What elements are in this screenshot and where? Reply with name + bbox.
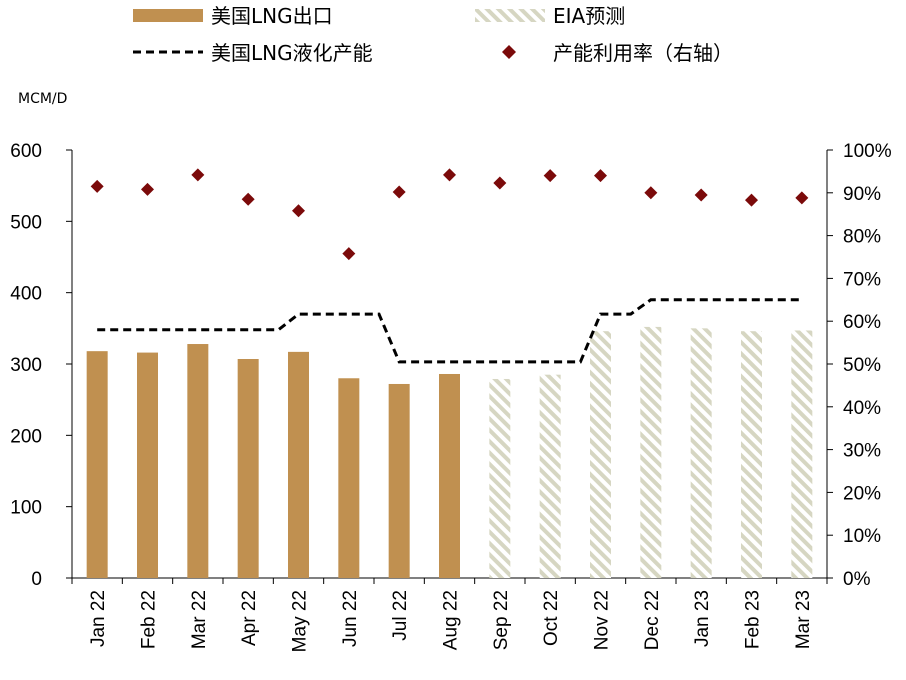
left-axis-tick-label: 300: [10, 355, 42, 376]
right-axis-tick-label: 20%: [843, 483, 881, 504]
legend: 美国LNG出口 EIA预测 美国LNG液化产能 产能利用率（右轴）: [133, 4, 733, 65]
export-bar: [388, 383, 410, 578]
legend-swatch-eia-forecast: [475, 9, 545, 22]
left-axis-tick-label: 600: [10, 141, 42, 162]
left-axis-tick-label: 0: [31, 569, 42, 590]
category-label: Jul 22: [390, 590, 411, 641]
export-bar: [439, 373, 460, 578]
axes: 0 100 200 300 400 500 600 0% 10% 20% 30% 40% 50% 60% 7…: [10, 141, 891, 590]
utilization-marker: [342, 247, 356, 261]
export-bar: [338, 378, 360, 578]
right-axis-tick-label: 60%: [843, 312, 881, 333]
category-label: Mar 23: [793, 590, 814, 649]
category-label: Jan 22: [88, 590, 109, 647]
category-label: Feb 22: [139, 590, 160, 649]
forecast-bar: [640, 326, 662, 578]
forecast-bar: [590, 331, 611, 578]
bars: [86, 326, 813, 578]
forecast-bar: [791, 330, 813, 578]
utilization-marker: [745, 193, 758, 207]
export-bar: [86, 351, 108, 578]
utilization-marker: [292, 204, 305, 218]
right-axis-tick-label: 30%: [843, 441, 881, 462]
export-bar: [187, 344, 209, 578]
left-axis-unit-label: MCM/D: [18, 91, 67, 107]
utilization-marker: [594, 169, 607, 183]
right-axis-tick-label: 10%: [843, 526, 881, 547]
utilization-marker: [141, 182, 154, 196]
right-axis-tick-label: 0%: [843, 569, 871, 590]
right-axis-tick-label: 90%: [843, 184, 881, 205]
utilization-marker: [644, 186, 658, 200]
export-bar: [288, 351, 309, 578]
category-label: Sep 22: [491, 590, 512, 650]
utilization-marker: [392, 185, 406, 199]
legend-label-liquefaction-capacity: 美国LNG液化产能: [211, 41, 373, 65]
right-axis-tick-label: 70%: [843, 269, 881, 290]
category-label: Jan 23: [692, 590, 713, 647]
category-label: Mar 22: [189, 590, 210, 649]
legend-swatch-utilization-rate: [502, 45, 516, 59]
capacity-line-group: [97, 298, 802, 364]
category-label: Feb 23: [743, 590, 764, 649]
legend-label-utilization-rate: 产能利用率（右轴）: [553, 41, 733, 65]
forecast-bar: [489, 378, 511, 578]
utilization-marker: [694, 188, 708, 202]
legend-label-us-lng-exports: 美国LNG出口: [211, 4, 333, 28]
liquefaction-capacity-line: [97, 298, 802, 364]
category-label: Aug 22: [441, 590, 462, 650]
utilization-marker: [241, 192, 255, 206]
category-labels: Jan 22 Feb 22 Mar 22 Apr 22 May 22 Jun 22 Jul …: [88, 590, 814, 652]
utilization-marker: [795, 191, 809, 205]
category-label: Jun 22: [340, 590, 361, 647]
left-axis-tick-label: 500: [10, 212, 42, 233]
forecast-bar: [741, 331, 762, 578]
utilization-marker: [90, 179, 104, 193]
utilization-marker: [443, 168, 456, 182]
right-axis-tick-label: 100%: [843, 141, 892, 162]
export-bar: [237, 359, 259, 578]
left-axis-tick-label: 100: [10, 498, 42, 519]
utilization-marker: [493, 176, 507, 190]
utilization-markers: [90, 168, 809, 261]
category-label: Oct 22: [541, 590, 562, 646]
export-bar: [137, 352, 158, 578]
forecast-bar: [690, 328, 712, 578]
left-axis-tick-label: 400: [10, 284, 42, 305]
legend-swatch-us-lng-exports: [133, 9, 203, 22]
category-label: Apr 22: [239, 590, 260, 646]
utilization-marker: [191, 168, 205, 182]
category-label: May 22: [290, 590, 311, 652]
legend-label-eia-forecast: EIA预测: [553, 4, 625, 28]
right-axis-tick-label: 80%: [843, 227, 881, 248]
forecast-bar: [539, 374, 561, 578]
left-axis-tick-label: 200: [10, 426, 42, 447]
right-axis-tick-label: 40%: [843, 398, 881, 419]
category-label: Nov 22: [592, 590, 613, 650]
utilization-marker: [543, 169, 557, 183]
category-label: Dec 22: [642, 590, 663, 650]
right-axis-tick-label: 50%: [843, 355, 881, 376]
